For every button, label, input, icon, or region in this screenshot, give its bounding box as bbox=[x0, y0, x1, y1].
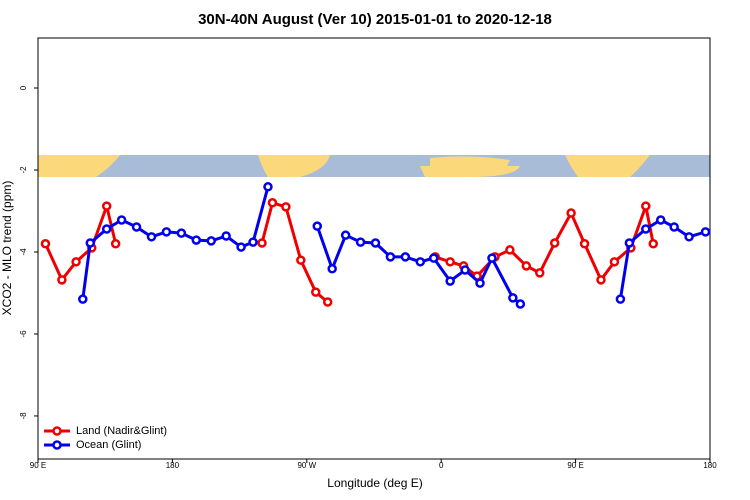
data-point bbox=[400, 252, 411, 262]
data-point bbox=[257, 238, 267, 248]
legend-label: Land (Nadir&Glint) bbox=[76, 425, 167, 437]
data-point bbox=[415, 257, 426, 267]
data-point bbox=[508, 293, 518, 303]
data-point bbox=[370, 238, 381, 248]
data-point bbox=[340, 230, 351, 240]
data-point bbox=[609, 257, 620, 267]
data-point bbox=[327, 264, 337, 274]
data-point bbox=[475, 278, 485, 288]
x-tick-label: 90 E bbox=[30, 461, 46, 470]
y-tick-label: -6 bbox=[19, 330, 28, 338]
data-point bbox=[624, 238, 635, 248]
map-strip bbox=[38, 155, 710, 177]
data-point bbox=[71, 257, 81, 267]
data-point bbox=[263, 182, 273, 192]
series-line bbox=[44, 201, 655, 304]
data-point bbox=[116, 215, 127, 225]
data-point bbox=[131, 222, 142, 232]
data-point bbox=[311, 287, 321, 297]
data-point bbox=[146, 232, 157, 242]
data-point bbox=[78, 294, 88, 304]
data-point bbox=[648, 239, 659, 249]
data-point bbox=[460, 265, 470, 275]
data-point bbox=[85, 238, 96, 248]
data-point bbox=[385, 252, 396, 262]
x-tick-label: 180 bbox=[703, 461, 717, 470]
data-point bbox=[101, 201, 112, 211]
data-point bbox=[535, 268, 545, 278]
x-tick-label: 90 W bbox=[297, 461, 316, 470]
legend-marker bbox=[52, 426, 62, 436]
data-point bbox=[596, 275, 606, 285]
y-tick-label: -2 bbox=[19, 166, 28, 174]
data-point bbox=[176, 228, 187, 238]
data-point bbox=[57, 275, 67, 285]
data-point bbox=[221, 231, 231, 241]
data-point bbox=[684, 232, 694, 242]
data-point bbox=[521, 261, 532, 271]
x-tick-label: 90 E bbox=[567, 461, 583, 470]
data-point bbox=[101, 224, 112, 234]
data-point bbox=[355, 237, 366, 247]
legend-label: Ocean (Glint) bbox=[76, 439, 141, 451]
data-point bbox=[566, 208, 576, 218]
data-point bbox=[281, 202, 291, 212]
data-point bbox=[445, 257, 455, 267]
data-point bbox=[296, 255, 306, 265]
y-tick-label: 0 bbox=[19, 85, 28, 90]
data-point bbox=[669, 222, 679, 232]
data-point bbox=[700, 227, 711, 237]
y-axis-label: XCO2 - MLO trend (ppm) bbox=[0, 181, 14, 316]
series-line bbox=[81, 186, 706, 306]
data-point bbox=[579, 239, 590, 249]
data-point bbox=[505, 245, 515, 255]
data-point bbox=[248, 237, 258, 247]
data-point bbox=[206, 236, 216, 246]
data-point bbox=[549, 238, 560, 248]
data-point bbox=[655, 215, 666, 225]
x-axis-label: Longitude (deg E) bbox=[327, 476, 422, 490]
plot-frame bbox=[37, 37, 711, 460]
x-tick-label: 180 bbox=[166, 461, 180, 470]
data-point bbox=[641, 201, 651, 211]
x-tick-label: 0 bbox=[439, 461, 444, 470]
y-tick-label: -4 bbox=[19, 248, 28, 256]
data-point bbox=[236, 242, 246, 252]
data-point bbox=[322, 297, 333, 307]
legend-marker bbox=[52, 440, 62, 450]
y-tick-label: -8 bbox=[19, 412, 28, 420]
data-point bbox=[641, 224, 651, 234]
data-point bbox=[40, 239, 51, 249]
data-point bbox=[161, 227, 172, 237]
data-point bbox=[487, 253, 497, 263]
data-point bbox=[445, 276, 455, 286]
data-point bbox=[110, 239, 121, 249]
data-point bbox=[515, 299, 526, 309]
data-point bbox=[267, 198, 278, 208]
data-point bbox=[191, 235, 202, 245]
data-point bbox=[428, 253, 439, 263]
data-point bbox=[312, 221, 323, 231]
chart-title: 30N-40N August (Ver 10) 2015-01-01 to 20… bbox=[198, 11, 552, 28]
data-point bbox=[615, 294, 626, 304]
